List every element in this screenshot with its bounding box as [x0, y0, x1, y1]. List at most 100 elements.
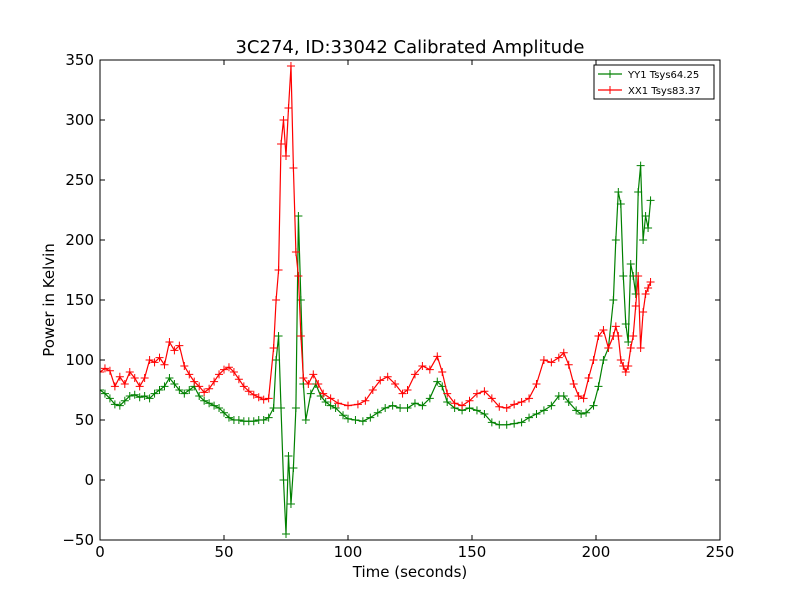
series-1-point [234, 416, 243, 424]
series-2-point [165, 338, 174, 346]
series-1-point [272, 356, 281, 364]
series-2-point [539, 356, 548, 364]
series-2-point [554, 353, 563, 362]
series-2-point [611, 322, 620, 331]
series-1-point [403, 404, 412, 412]
series-2-point [433, 352, 442, 361]
series-1-point [160, 382, 169, 391]
x-axis-ticks: 0 50 100 150 200 250 [95, 60, 734, 561]
series-2-point [564, 360, 573, 369]
series-1-point [282, 530, 290, 538]
series-2-point [309, 370, 318, 379]
series-2-point [286, 62, 295, 70]
series-2-point [631, 302, 640, 310]
series-1-point [264, 413, 273, 422]
series-2-point [532, 380, 541, 388]
series-2-point [195, 382, 204, 391]
series-2-point [244, 387, 253, 396]
legend-label-series-1: YY1 Tsys64.25 [627, 70, 699, 81]
series-2-point [636, 344, 645, 352]
series-1-point [539, 406, 548, 415]
series-1-point [634, 188, 643, 196]
series-1-point [344, 414, 352, 423]
series-1-point [105, 394, 114, 403]
series-2-point [639, 308, 648, 316]
series-2-point [410, 370, 419, 379]
y-tick-label: 50 [75, 411, 94, 429]
series-2-point [584, 374, 593, 382]
series-2-point [525, 394, 534, 403]
series-1-point [619, 272, 628, 280]
series-2-point [517, 398, 526, 406]
series-2-point [616, 356, 625, 364]
series-2-point [383, 372, 392, 381]
series-1-point [220, 408, 228, 417]
series-1-point [115, 401, 124, 410]
series-1-point [472, 406, 481, 415]
series-2-point [150, 358, 159, 367]
series-2-point [559, 348, 568, 357]
series-1-point [274, 332, 283, 340]
series-1-point [125, 392, 134, 400]
series-1-point [155, 386, 164, 394]
series-1-point [145, 394, 154, 403]
series-1-point [577, 410, 586, 418]
y-tick-label: 200 [65, 231, 94, 249]
series-2-point [361, 396, 370, 405]
x-tick-label: 200 [582, 543, 611, 561]
series-2-point [115, 372, 124, 381]
series-1-point [195, 392, 204, 400]
chart-title: 3C274, ID:33042 Calibrated Amplitude [235, 37, 584, 58]
series-1-point [495, 420, 504, 429]
series-2-point [210, 377, 219, 386]
series-2-point [465, 396, 474, 405]
series-2-point [646, 278, 655, 286]
series-2-point [130, 374, 139, 382]
series-2-point [277, 140, 286, 148]
series-1-point [480, 410, 489, 418]
series-2-point [326, 394, 335, 403]
series-2-point [644, 284, 653, 292]
series-1-point [433, 377, 442, 386]
series-2-point [319, 389, 328, 398]
series-2-point [314, 380, 323, 388]
series-1-point [626, 260, 635, 268]
series-1-point [140, 392, 149, 400]
legend-box [593, 64, 715, 100]
series-1-point [301, 416, 310, 424]
series-2-point [376, 376, 385, 385]
series-2-point [629, 332, 638, 340]
series-2-point [145, 356, 154, 364]
series-1-point [425, 394, 434, 403]
series-1-point [277, 404, 286, 412]
series-1-point [249, 417, 258, 426]
series-1-point [296, 296, 305, 304]
series-1-point [599, 356, 608, 364]
series-2-point [353, 400, 362, 409]
series-2-point [140, 374, 149, 382]
series-2-point [200, 388, 209, 397]
series-2-point [304, 380, 313, 388]
series-2-point [272, 296, 281, 304]
series-1-point [120, 396, 129, 405]
series-2-point [594, 332, 603, 340]
series-2-point [160, 360, 169, 369]
series-1-point [438, 382, 447, 391]
series-2-point [170, 346, 179, 355]
series-1-point [646, 196, 655, 205]
series-1-point [525, 413, 534, 422]
series-2-point [294, 272, 303, 280]
series-1-point [321, 398, 330, 406]
series-2-point [634, 272, 643, 280]
series-1-point [170, 380, 179, 388]
series-1-point [130, 390, 139, 399]
series-2-point [205, 384, 214, 393]
series-1-point [388, 401, 397, 410]
series-1-point [624, 338, 633, 346]
series-1 [100, 161, 655, 538]
series-1-point [286, 500, 295, 508]
series-2-point [344, 401, 352, 410]
